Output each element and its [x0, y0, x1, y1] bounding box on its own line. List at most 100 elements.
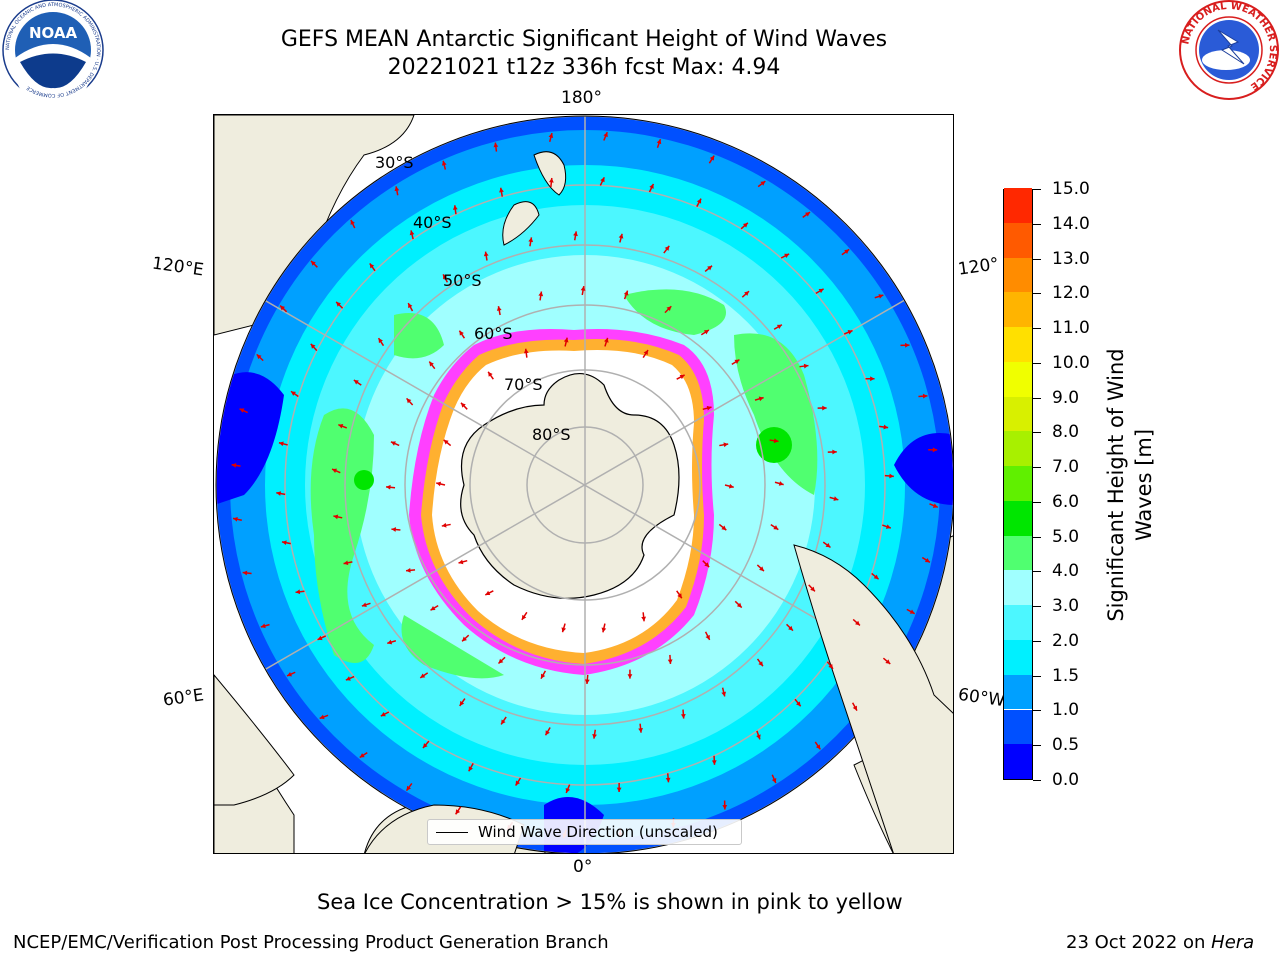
wind-wave-arrow-head	[760, 181, 766, 186]
wind-wave-arrow-head	[422, 743, 428, 748]
wind-wave-arrow-head	[924, 557, 930, 563]
wind-wave-arrow-head	[430, 605, 436, 611]
wind-wave-arrow-head	[343, 560, 349, 566]
footer-host: Hera	[1211, 932, 1255, 953]
wind-wave-arrow-head	[441, 160, 447, 166]
wind-wave-arrow-head	[664, 245, 670, 251]
wind-wave-arrow-head	[665, 777, 671, 783]
wind-wave-arrow-head	[498, 658, 504, 664]
wind-wave-arrow-head	[332, 468, 338, 474]
colorbar-tick-mark	[1033, 258, 1041, 260]
chart-title: GEFS MEAN Antarctic Significant Height o…	[280, 27, 888, 52]
colorbar-segment	[1004, 744, 1032, 779]
wind-wave-arrow-head	[515, 780, 521, 786]
wind-wave-arrow-head	[459, 330, 464, 336]
wind-wave-arrow-head	[584, 679, 590, 684]
wind-wave-arrow-head	[386, 484, 391, 490]
colorbar-tick-label: 11.0	[1052, 318, 1090, 339]
wind-wave-arrow-head	[776, 324, 782, 330]
wind-wave-arrow-head	[616, 787, 622, 793]
wind-wave-arrow-head	[420, 673, 426, 678]
wind-wave-arrow-head	[847, 330, 853, 335]
lat-label-80: 80°S	[532, 425, 571, 444]
wind-wave-arrow-head	[742, 222, 748, 228]
wind-wave-arrow-head	[883, 424, 889, 430]
wind-wave-arrow-head	[441, 522, 447, 528]
wind-wave-arrow-head	[641, 616, 647, 622]
wind-wave-arrow-head	[548, 178, 554, 183]
wind-wave-arrow-head	[885, 524, 891, 529]
wind-wave-arrow-head	[773, 525, 779, 530]
wind-wave-arrow-head	[468, 766, 473, 772]
wind-wave-arrow-head	[922, 393, 928, 399]
wind-wave-arrow-head	[707, 265, 713, 271]
wind-wave-arrow-head	[406, 785, 412, 791]
wind-wave-arrow-head	[580, 286, 586, 291]
wind-wave-arrow-head	[493, 142, 499, 148]
colorbar-tick-label: 8.0	[1052, 422, 1080, 443]
colorbar-segment	[1004, 709, 1032, 745]
wind-wave-arrow-head	[561, 627, 567, 633]
wind-wave-arrow-head	[523, 348, 529, 354]
colorbar-segment	[1004, 222, 1032, 258]
wind-wave-arrow-head	[380, 711, 386, 717]
colorbar-tick-mark	[1033, 467, 1041, 469]
polar-map	[214, 115, 953, 853]
colorbar-tick-label: 7.0	[1052, 457, 1080, 478]
wind-wave-arrow-head	[796, 701, 801, 707]
colorbar-tick-mark	[1033, 640, 1041, 642]
antarctica	[460, 373, 680, 599]
colorbar-tick-mark	[1033, 675, 1041, 677]
lat-label-50: 50°S	[443, 271, 482, 290]
colorbar-segment	[1004, 466, 1032, 501]
wind-wave-arrow-head	[573, 231, 578, 237]
nws-logo: NATIONAL WEATHER SERVICE	[1178, 0, 1280, 104]
wind-wave-arrow-head	[600, 177, 605, 183]
wind-wave-arrow-head	[391, 527, 397, 532]
lon-label-lower-left: 60°E	[161, 685, 206, 711]
wind-wave-arrow-head	[406, 398, 412, 404]
wind-wave-arrow-head	[844, 249, 850, 254]
wind-wave-arrow-head	[728, 483, 734, 489]
wind-wave-arrow-head	[310, 343, 316, 349]
wind-wave-arrow-head	[905, 342, 910, 348]
wind-wave-arrow-head	[233, 516, 238, 522]
wind-wave-arrow-head	[885, 659, 891, 664]
wind-wave-arrow-head	[744, 291, 750, 296]
wind-wave-arrow-head	[521, 614, 527, 620]
wind-wave-arrow-head	[336, 301, 341, 307]
footer-left: NCEP/EMC/Verification Post Processing Pr…	[13, 932, 609, 953]
wind-wave-arrow-head	[361, 602, 367, 608]
wind-wave-arrow-head	[721, 691, 727, 697]
wind-wave-arrow-head	[281, 540, 287, 546]
wind-wave-arrow-head	[528, 237, 534, 243]
sea-ice-note: Sea Ice Concentration > 15% is shown in …	[317, 890, 903, 914]
colorbar-title-line1: Significant Height of Wind	[1104, 348, 1128, 622]
wind-wave-arrow-head	[759, 566, 764, 572]
wind-wave-arrow-head	[833, 496, 839, 501]
colorbar-tick-mark	[1033, 432, 1041, 434]
wind-wave-arrow-head	[703, 329, 709, 335]
colorbar-tick-label: 15.0	[1052, 179, 1090, 199]
wind-wave-arrow-head	[805, 212, 811, 217]
wind-wave-arrow-head	[541, 673, 546, 679]
wind-wave-arrow-head	[353, 380, 359, 385]
green-patch-east	[734, 333, 818, 495]
wind-wave-arrow-head	[256, 354, 262, 360]
colorbar-tick-mark	[1033, 223, 1041, 225]
wind-wave-arrow-head	[878, 294, 884, 299]
wind-wave-arrow-head	[443, 439, 449, 445]
green-patch-south	[401, 615, 504, 679]
colorbar-tick-label: 2.0	[1052, 630, 1080, 651]
wind-wave-arrow-head	[501, 719, 506, 725]
wind-wave-arrow-head	[460, 402, 466, 408]
wind-wave-arrow-head	[723, 442, 729, 448]
wind-wave-arrow-head	[822, 405, 827, 411]
lat-label-70: 70°S	[504, 375, 543, 394]
map-boundary	[215, 115, 953, 853]
wind-wave-arrow-head	[350, 219, 355, 225]
wind-wave-arrow-head	[455, 809, 461, 815]
wind-wave-arrow-head	[548, 133, 554, 138]
colorbar-segment	[1004, 396, 1032, 432]
colorbar-tick-label: 3.0	[1052, 596, 1080, 617]
